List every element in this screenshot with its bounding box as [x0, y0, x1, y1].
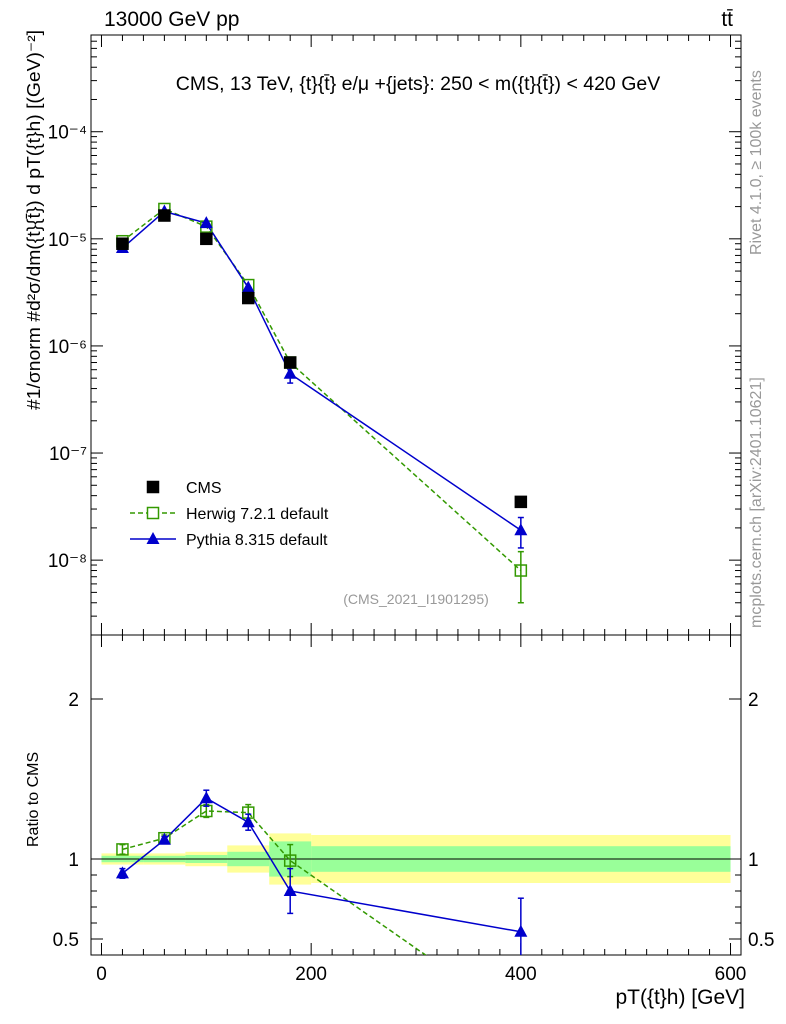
ratio-uncertainty-bands [101, 833, 731, 885]
main-axis-ticks: 10⁻⁸ 10⁻⁷ 10⁻⁶ 10⁻⁵ 10⁻⁴ [48, 34, 741, 636]
legend-entry: Herwig 7.2.1 default [186, 506, 329, 523]
cms-data-point [242, 291, 255, 305]
herwig-ratio-point [116, 843, 129, 856]
pythia-ratio-point [283, 884, 297, 896]
pythia-ratio-point [241, 815, 255, 828]
x-tick-label: 600 [715, 964, 747, 985]
legend-cms-marker [146, 480, 160, 494]
pythia-point [241, 280, 255, 293]
ratio-xlabel: pT({t}h) [GeV] [615, 986, 745, 1009]
pythia-line [121, 210, 522, 531]
pythia-ratio-point [199, 791, 213, 804]
ratio-series-marks [115, 789, 528, 955]
ratio-y-tick-label-left: 0.5 [53, 930, 79, 951]
pythia-ratio-point [115, 866, 129, 879]
mcplots-label: mcplots.cern.ch [arXiv:2401.10621] [748, 377, 765, 628]
legend-entry: CMS [186, 480, 222, 497]
main-panel: 10⁻⁸ 10⁻⁷ 10⁻⁶ 10⁻⁵ 10⁻⁴ CMS, 13 TeV, {t}{t̄… [24, 30, 742, 636]
y-tick-label: 10⁻⁷ [49, 444, 87, 465]
pythia-point [283, 366, 297, 379]
ratio-axis-ticks: 0.5 0.5 1 1 2 2 0 200 400 600 [53, 635, 774, 985]
main-y-axis-title: #1/σnorm #d²σ/dm({t}{t̄}) d pT({t}h) [(G… [24, 30, 44, 410]
herwig-point [514, 564, 528, 577]
y-tick-label: 10⁻⁴ [48, 123, 87, 144]
rivet-version-label: Rivet 4.1.0, ≥ 100k events [748, 70, 765, 255]
ratio-y-tick-label-left: 1 [68, 850, 79, 871]
pythia-ratio-point [157, 832, 171, 845]
ratio-clipped-marks [115, 789, 528, 955]
ratio-panel: 0.5 0.5 1 1 2 2 0 200 400 600 Ratio to CMS pT({t}… [25, 634, 774, 1009]
ratio-y-tick-label-right: 0.5 [748, 930, 774, 951]
y-tick-label: 10⁻⁵ [48, 230, 87, 251]
header-right: tt̄ [721, 8, 733, 31]
legend: CMS Herwig 7.2.1 default Pythia 8.315 defa… [130, 480, 329, 549]
ratio-y-tick-label-right: 1 [748, 850, 759, 871]
cms-data-point [200, 232, 213, 246]
legend-entry: Pythia 8.315 default [186, 532, 328, 549]
herwig-ratio-point [283, 854, 297, 867]
x-tick-label: 200 [295, 964, 327, 985]
main-series-marks [115, 202, 528, 604]
x-tick-label: 400 [505, 964, 537, 985]
herwig-ratio-line [122, 810, 427, 955]
herwig-line [121, 208, 522, 572]
y-tick-label: 10⁻⁸ [48, 551, 87, 572]
ratio-ylabel: Ratio to CMS [25, 752, 42, 847]
ratio-y-axis-title: Ratio to CMS [25, 752, 42, 847]
analysis-label: (CMS_2021_I1901295) [343, 591, 489, 607]
pythia-point [199, 216, 213, 229]
header-left: 13000 GeV pp [104, 8, 239, 31]
pythia-ratio-line [121, 797, 521, 933]
cms-data-point [158, 209, 171, 222]
ratio-y-tick-label-right: 2 [748, 690, 759, 711]
y-tick-label: 10⁻⁶ [48, 337, 87, 358]
main-ylabel: #1/σnorm #d²σ/dm({t}{t̄}) d pT({t}h) [(G… [24, 30, 44, 410]
ratio-frame [90, 634, 742, 956]
cms-data-point [116, 237, 129, 250]
ratio-y-tick-label-left: 2 [68, 690, 79, 711]
cms-data-point [514, 495, 528, 509]
pythia-ratio-point [514, 924, 528, 937]
main-title: CMS, 13 TeV, {t}{t̄} e/μ +{jets}: 250 < … [176, 73, 660, 95]
x-tick-label: 0 [96, 964, 107, 985]
legend-herwig-marker [146, 506, 160, 520]
cms-data-point [283, 356, 297, 369]
pythia-point [514, 523, 528, 536]
legend-pythia-marker [146, 532, 160, 544]
